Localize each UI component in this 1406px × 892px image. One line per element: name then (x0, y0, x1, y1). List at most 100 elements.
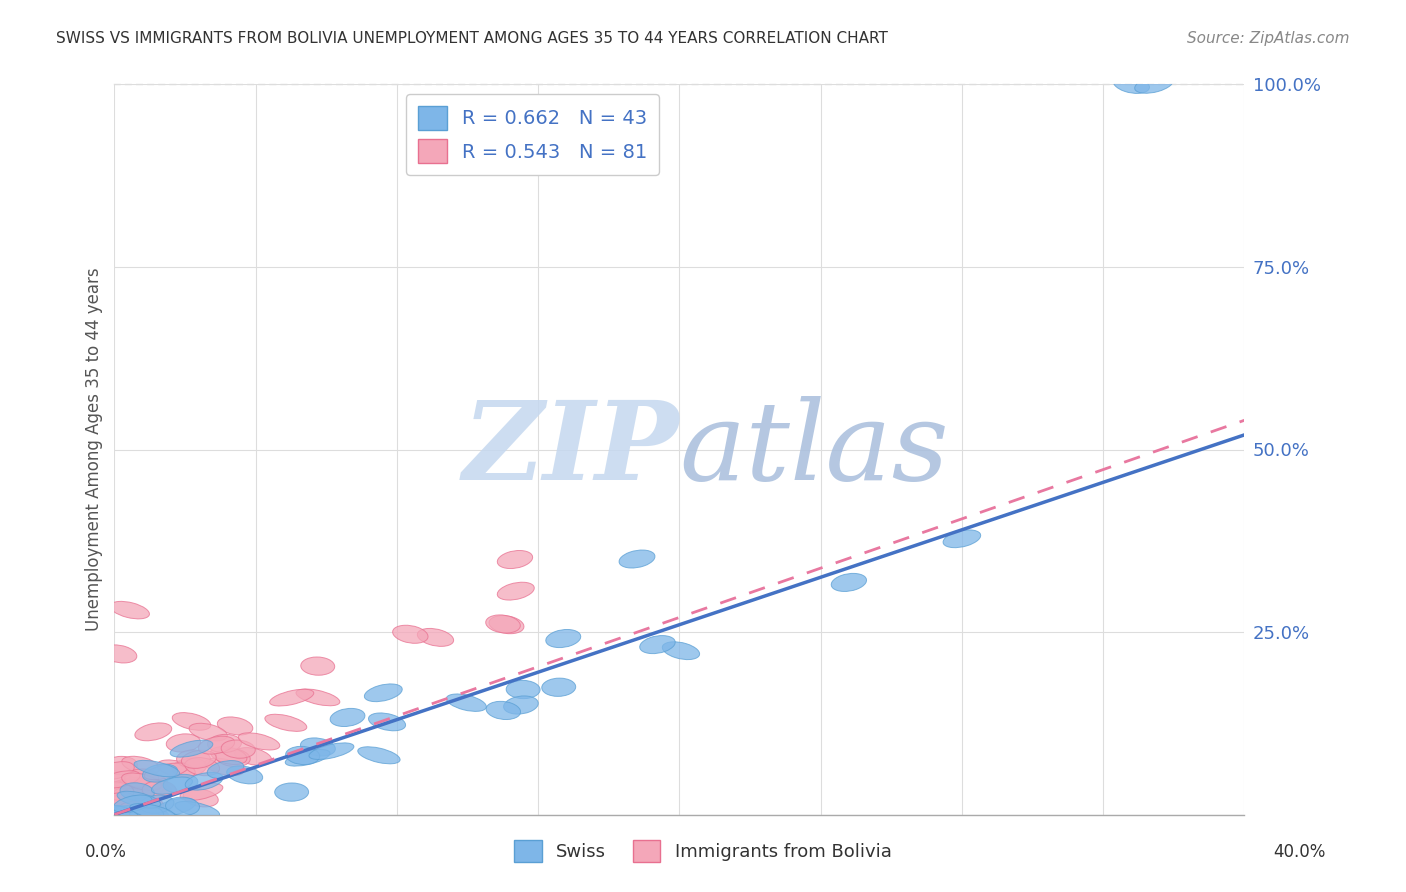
Ellipse shape (142, 764, 177, 782)
Ellipse shape (98, 805, 134, 823)
Ellipse shape (101, 804, 146, 821)
Ellipse shape (503, 696, 538, 714)
Ellipse shape (619, 550, 655, 568)
Ellipse shape (134, 805, 169, 823)
Ellipse shape (170, 740, 212, 757)
Ellipse shape (131, 779, 172, 797)
Ellipse shape (486, 701, 520, 720)
Ellipse shape (110, 601, 149, 619)
Ellipse shape (97, 787, 135, 805)
Text: ZIP: ZIP (463, 396, 679, 503)
Ellipse shape (274, 783, 308, 801)
Ellipse shape (215, 748, 250, 767)
Ellipse shape (96, 770, 138, 787)
Ellipse shape (120, 800, 155, 819)
Ellipse shape (100, 782, 134, 800)
Ellipse shape (101, 797, 142, 814)
Ellipse shape (110, 805, 145, 822)
Ellipse shape (139, 795, 174, 814)
Ellipse shape (156, 798, 195, 815)
Ellipse shape (301, 657, 335, 675)
Ellipse shape (112, 803, 149, 821)
Ellipse shape (541, 678, 575, 697)
Ellipse shape (485, 615, 520, 633)
Ellipse shape (205, 758, 245, 776)
Ellipse shape (172, 758, 207, 776)
Ellipse shape (114, 798, 150, 816)
Ellipse shape (392, 625, 427, 643)
Ellipse shape (134, 805, 167, 823)
Ellipse shape (446, 694, 486, 712)
Ellipse shape (127, 797, 162, 815)
Ellipse shape (108, 806, 152, 823)
Ellipse shape (135, 723, 172, 740)
Y-axis label: Unemployment Among Ages 35 to 44 years: Unemployment Among Ages 35 to 44 years (86, 268, 103, 632)
Ellipse shape (115, 805, 155, 823)
Text: 0.0%: 0.0% (84, 843, 127, 861)
Ellipse shape (270, 690, 314, 706)
Ellipse shape (104, 756, 138, 774)
Ellipse shape (129, 771, 167, 789)
Ellipse shape (129, 805, 163, 823)
Ellipse shape (100, 771, 141, 789)
Ellipse shape (122, 756, 160, 774)
Ellipse shape (138, 782, 172, 800)
Ellipse shape (662, 642, 700, 659)
Ellipse shape (129, 778, 163, 797)
Ellipse shape (285, 747, 319, 764)
Ellipse shape (198, 736, 235, 754)
Ellipse shape (103, 805, 138, 823)
Ellipse shape (177, 750, 211, 768)
Ellipse shape (181, 750, 217, 768)
Text: Source: ZipAtlas.com: Source: ZipAtlas.com (1187, 31, 1350, 46)
Ellipse shape (221, 740, 256, 758)
Ellipse shape (157, 760, 195, 778)
Ellipse shape (104, 777, 149, 794)
Ellipse shape (145, 763, 188, 780)
Ellipse shape (114, 805, 149, 823)
Ellipse shape (108, 783, 152, 800)
Ellipse shape (112, 795, 152, 813)
Text: 40.0%: 40.0% (1272, 843, 1326, 861)
Ellipse shape (309, 743, 354, 759)
Ellipse shape (285, 749, 330, 766)
Ellipse shape (110, 797, 145, 815)
Ellipse shape (418, 629, 454, 647)
Ellipse shape (152, 777, 193, 794)
Ellipse shape (235, 747, 271, 765)
Ellipse shape (101, 805, 136, 823)
Ellipse shape (104, 794, 142, 812)
Ellipse shape (180, 783, 224, 800)
Ellipse shape (297, 689, 340, 706)
Ellipse shape (117, 798, 155, 816)
Ellipse shape (114, 788, 155, 805)
Ellipse shape (129, 804, 176, 820)
Ellipse shape (173, 713, 211, 731)
Ellipse shape (97, 762, 135, 780)
Ellipse shape (174, 801, 219, 818)
Ellipse shape (330, 708, 366, 726)
Ellipse shape (100, 805, 135, 823)
Ellipse shape (546, 630, 581, 648)
Text: SWISS VS IMMIGRANTS FROM BOLIVIA UNEMPLOYMENT AMONG AGES 35 TO 44 YEARS CORRELAT: SWISS VS IMMIGRANTS FROM BOLIVIA UNEMPLO… (56, 31, 889, 46)
Ellipse shape (183, 789, 218, 807)
Ellipse shape (101, 805, 139, 823)
Ellipse shape (101, 645, 136, 663)
Ellipse shape (114, 805, 149, 822)
Ellipse shape (506, 681, 540, 698)
Ellipse shape (122, 773, 162, 790)
Ellipse shape (208, 734, 242, 753)
Ellipse shape (110, 780, 145, 798)
Ellipse shape (136, 779, 177, 796)
Ellipse shape (498, 582, 534, 600)
Ellipse shape (184, 757, 219, 776)
Ellipse shape (357, 747, 401, 764)
Ellipse shape (211, 747, 247, 764)
Ellipse shape (125, 793, 165, 811)
Ellipse shape (121, 788, 155, 806)
Ellipse shape (125, 769, 159, 788)
Ellipse shape (489, 615, 524, 633)
Ellipse shape (264, 714, 307, 731)
Ellipse shape (368, 713, 405, 731)
Text: atlas: atlas (679, 396, 949, 503)
